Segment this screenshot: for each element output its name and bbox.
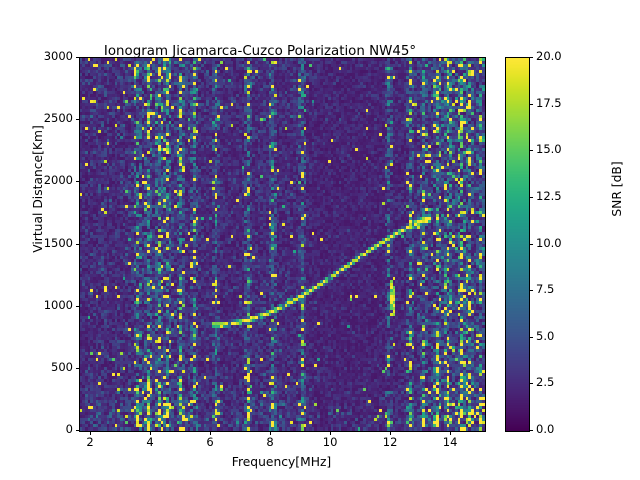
x-tick-label: 4	[146, 435, 154, 449]
x-tick-label: 10	[322, 435, 338, 449]
y-tick-label: 2500	[43, 111, 73, 126]
x-tick-mark	[270, 431, 272, 435]
colorbar-tick-label: 10.0	[536, 235, 562, 250]
x-tick-mark	[210, 431, 212, 435]
y-tick-mark	[75, 305, 79, 307]
y-tick-mark	[75, 57, 79, 58]
colorbar-tick-mark	[529, 430, 533, 431]
x-tick-label: 14	[442, 435, 458, 449]
colorbar-tick-label: 5.0	[536, 328, 555, 343]
colorbar-gradient	[506, 58, 529, 431]
colorbar-tick-mark	[529, 57, 533, 58]
x-axis-label: Frequency[MHz]	[231, 455, 332, 469]
ionogram-plot-area	[79, 57, 486, 432]
x-tick-label: 2	[86, 435, 94, 449]
y-tick-mark	[75, 181, 79, 183]
colorbar-tick-label: 0.0	[536, 422, 555, 436]
x-tick-label: 12	[382, 435, 398, 449]
x-tick-mark	[330, 431, 332, 435]
colorbar-tick-mark	[529, 103, 533, 105]
colorbar-label: SNR [dB]	[610, 161, 624, 217]
y-tick-mark	[75, 367, 79, 369]
y-tick-label: 2000	[43, 173, 73, 188]
colorbar-tick-mark	[529, 383, 533, 385]
chart-title-line-1: Ionogram Jicamarca-Cuzco Polarization NW…	[103, 44, 417, 59]
x-tick-label: 8	[266, 435, 274, 449]
x-tick-label: 6	[206, 435, 214, 449]
x-tick-mark	[450, 431, 452, 435]
colorbar-tick-label: 15.0	[536, 142, 562, 157]
x-tick-mark	[90, 431, 92, 435]
colorbar	[505, 57, 530, 432]
x-tick-mark	[390, 431, 392, 435]
colorbar-tick-mark	[529, 150, 533, 152]
y-tick-label: 1500	[43, 235, 73, 250]
colorbar-tick-mark	[529, 290, 533, 292]
y-tick-label: 500	[51, 359, 73, 374]
y-axis-label: Virtual Distance[Km]	[31, 125, 45, 253]
y-tick-mark	[75, 243, 79, 245]
y-tick-mark	[75, 119, 79, 121]
colorbar-tick-label: 2.5	[536, 375, 555, 390]
colorbar-tick-mark	[529, 243, 533, 245]
y-tick-label: 0	[65, 422, 73, 436]
ionogram-heatmap	[80, 58, 485, 431]
colorbar-tick-mark	[529, 336, 533, 338]
y-tick-label: 1000	[43, 297, 73, 312]
colorbar-tick-label: 7.5	[536, 282, 555, 297]
colorbar-tick-label: 17.5	[536, 95, 562, 110]
colorbar-tick-label: 20.0	[536, 49, 562, 63]
x-tick-mark	[150, 431, 152, 435]
y-tick-mark	[75, 430, 79, 431]
colorbar-tick-label: 12.5	[536, 188, 562, 203]
y-tick-label: 3000	[43, 49, 73, 63]
colorbar-tick-mark	[529, 196, 533, 198]
